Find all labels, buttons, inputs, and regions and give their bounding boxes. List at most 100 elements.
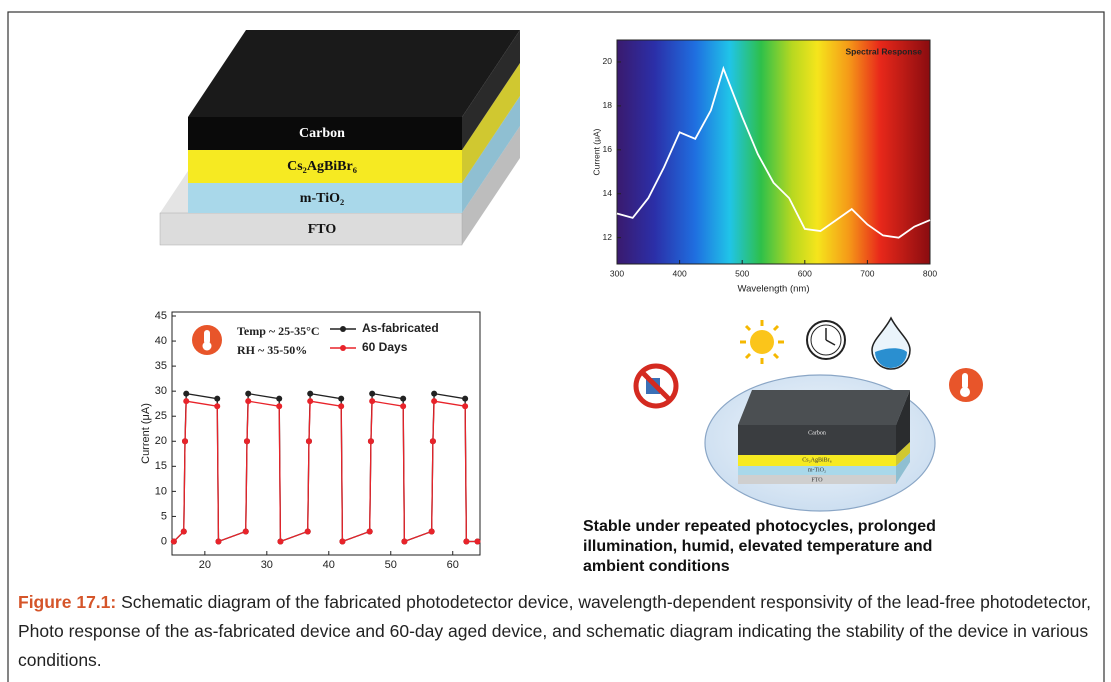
stability-text: ambient conditions <box>583 558 730 575</box>
series-marker <box>462 403 469 410</box>
series-marker <box>242 528 249 535</box>
series-marker <box>277 538 284 545</box>
y-tick-label: 18 <box>603 100 613 110</box>
series-marker <box>338 395 345 402</box>
series-marker <box>180 528 187 535</box>
series-marker <box>170 538 177 545</box>
legend-label: As-fabricated <box>362 321 439 335</box>
series-marker <box>339 538 346 545</box>
y-axis-label: Current (μA) <box>591 128 601 175</box>
caption: Figure 17.1: Schematic diagram of the fa… <box>18 588 1098 675</box>
y-tick-label: 5 <box>161 510 167 522</box>
series-marker <box>307 398 314 405</box>
frame <box>7 11 1105 682</box>
series-marker <box>215 538 222 545</box>
legend-marker <box>340 345 346 351</box>
series-marker <box>431 398 438 405</box>
y-tick-label: 10 <box>155 485 167 497</box>
series-marker <box>276 403 283 410</box>
x-tick-label: 300 <box>610 268 624 278</box>
series-marker <box>307 390 314 397</box>
series-marker <box>367 438 374 445</box>
spectrum-background <box>617 40 930 264</box>
y-tick-label: 0 <box>161 535 167 547</box>
x-tick-label: 700 <box>860 268 874 278</box>
stability-text: illumination, humid, elevated temperatur… <box>583 538 932 555</box>
clock-icon <box>806 320 846 360</box>
caption-label: Figure 17.1: <box>18 592 117 612</box>
x-tick-label: 30 <box>261 559 273 571</box>
series-marker <box>214 395 221 402</box>
series-marker <box>245 390 252 397</box>
stability-schematic: Carbon Cs₂AgBiBr₆ m-TiO₂ FTO <box>583 316 983 575</box>
layer-label: Carbon <box>808 430 826 436</box>
layer-label: m-TiO₂ <box>300 191 344 206</box>
y-tick-label: 40 <box>155 335 167 347</box>
chart-title: Spectral Response <box>845 46 922 56</box>
layer-label: FTO <box>811 477 823 483</box>
y-tick-label: 30 <box>155 385 167 397</box>
series-marker <box>369 398 376 405</box>
series-marker <box>183 398 190 405</box>
series-marker <box>401 538 408 545</box>
legend-marker <box>340 326 346 332</box>
layer-label: Cs₂AgBiBr₆ <box>287 159 357 174</box>
x-tick-label: 400 <box>673 268 687 278</box>
series-marker <box>183 390 190 397</box>
y-tick-label: 20 <box>155 435 167 447</box>
temperature-icon <box>949 368 983 402</box>
lead-free-icon <box>633 363 679 409</box>
annotation: Temp ~ 25-35°C <box>237 324 320 338</box>
y-tick-label: 15 <box>155 460 167 472</box>
y-tick-label: 12 <box>603 232 613 242</box>
series-line <box>173 400 478 543</box>
series-marker <box>369 390 376 397</box>
temperature-badge-bulb <box>202 341 212 351</box>
layer-label: m-TiO₂ <box>808 467 826 473</box>
series-marker <box>474 538 481 545</box>
stability-text: Stable under repeated photocycles, prolo… <box>583 518 936 535</box>
legend-label: 60 Days <box>362 340 408 354</box>
series-marker <box>400 403 407 410</box>
layer-label: FTO <box>308 222 337 237</box>
x-tick-label: 600 <box>798 268 812 278</box>
series-marker <box>400 395 407 402</box>
y-tick-label: 20 <box>603 56 613 66</box>
series-marker <box>305 438 312 445</box>
humidity-icon <box>871 316 911 370</box>
series-marker <box>462 395 469 402</box>
series-marker <box>276 395 283 402</box>
layer-label: Carbon <box>299 126 345 141</box>
series-marker <box>243 438 250 445</box>
device-stack: Carbon Cs₂AgBiBr₆ m-TiO₂ FTO <box>159 30 520 246</box>
plot-frame <box>171 311 481 556</box>
x-tick-label: 500 <box>735 268 749 278</box>
x-axis-label: Wavelength (nm) <box>738 284 810 295</box>
series-marker <box>304 528 311 535</box>
layer-label: Cs₂AgBiBr₆ <box>802 457 832 463</box>
series-marker <box>429 438 436 445</box>
plot-frame <box>616 39 931 265</box>
x-tick-label: 20 <box>199 559 211 571</box>
series-marker <box>214 403 221 410</box>
x-tick-label: 50 <box>385 559 397 571</box>
y-tick-label: 16 <box>603 144 613 154</box>
y-tick-label: 35 <box>155 360 167 372</box>
y-tick-label: 25 <box>155 410 167 422</box>
y-axis-label: Current (μA) <box>140 403 152 464</box>
x-tick-label: 60 <box>447 559 459 571</box>
y-tick-label: 14 <box>603 188 613 198</box>
sun-icon <box>740 320 784 364</box>
annotation: RH ~ 35-50% <box>237 343 307 357</box>
temperature-badge-mark <box>204 330 210 344</box>
x-tick-label: 40 <box>323 559 335 571</box>
series-marker <box>338 403 345 410</box>
series-marker <box>428 528 435 535</box>
y-tick-label: 45 <box>155 310 167 322</box>
series-marker <box>366 528 373 535</box>
x-tick-label: 800 <box>923 268 937 278</box>
series-marker <box>182 438 189 445</box>
series-marker <box>463 538 470 545</box>
